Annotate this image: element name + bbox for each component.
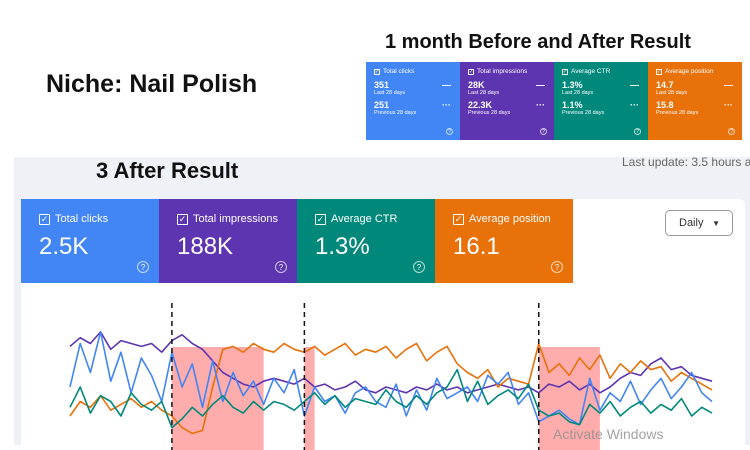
label-text: Total clicks xyxy=(383,68,415,75)
comparison-card-impressions[interactable]: ✓ Total impressions 28K Last 28 days 22.3… xyxy=(460,62,554,140)
help-icon[interactable]: ? xyxy=(413,261,425,273)
checkbox-checked-icon[interactable]: ✓ xyxy=(468,68,474,75)
current-caption: Last 28 days xyxy=(468,90,500,96)
series-line-average-position xyxy=(69,342,713,435)
current-caption: Last 28 days xyxy=(656,90,688,96)
previous-caption: Previous 28 days xyxy=(562,110,605,116)
current-caption: Last 28 days xyxy=(374,90,406,96)
metric-card-position[interactable]: ✓ Average position 16.1 ? xyxy=(435,199,573,283)
help-icon[interactable]: ? xyxy=(540,128,547,135)
label-text: Total impressions xyxy=(477,68,528,75)
highlight-range xyxy=(171,347,264,450)
dashed-line-legend-icon: ··· xyxy=(724,100,733,110)
label-text: Average CTR xyxy=(571,68,611,75)
previous-value: 251 xyxy=(374,100,390,110)
metric-cards: ✓ Total clicks 2.5K ? ✓ Total impressions … xyxy=(21,199,573,283)
dashed-line-legend-icon: ··· xyxy=(442,100,451,110)
dashed-line-legend-icon: ··· xyxy=(536,100,545,110)
performance-chart xyxy=(69,303,713,450)
metric-card-clicks[interactable]: ✓ Total clicks 2.5K ? xyxy=(21,199,159,283)
granularity-value: Daily xyxy=(679,217,704,229)
checkbox-checked-icon[interactable]: ✓ xyxy=(39,213,50,225)
label-text: Total impressions xyxy=(193,213,278,225)
checkbox-checked-icon[interactable]: ✓ xyxy=(453,213,464,225)
solid-line-legend-icon: — xyxy=(630,80,639,90)
help-icon[interactable]: ? xyxy=(728,128,735,135)
niche-heading: Niche: Nail Polish xyxy=(46,70,258,98)
checkbox-checked-icon[interactable]: ✓ xyxy=(562,68,568,75)
comparison-card-clicks[interactable]: ✓ Total clicks 351 Last 28 days 251 Previ… xyxy=(366,62,460,140)
card-label: ✓ Average position xyxy=(656,68,734,75)
checkbox-checked-icon[interactable]: ✓ xyxy=(656,68,662,75)
previous-caption: Previous 28 days xyxy=(656,110,699,116)
current-value: 28K xyxy=(468,80,485,90)
activate-windows-watermark: Activate Windows xyxy=(553,426,664,442)
previous-caption: Previous 28 days xyxy=(468,110,511,116)
card-label: ✓ Total clicks xyxy=(374,68,452,75)
metric-value: 16.1 xyxy=(453,233,500,260)
solid-line-legend-icon: — xyxy=(724,80,733,90)
label-text: Average CTR xyxy=(331,213,398,225)
comparison-card-position[interactable]: ✓ Average position 14.7 Last 28 days 15.8… xyxy=(648,62,742,140)
help-icon[interactable]: ? xyxy=(446,128,453,135)
series-line-average-ctr xyxy=(69,368,713,429)
card-label: ✓ Total clicks xyxy=(39,213,141,225)
current-value: 1.3% xyxy=(562,80,583,90)
help-icon[interactable]: ? xyxy=(137,261,149,273)
card-label: ✓ Average position xyxy=(453,213,555,225)
highlight-range xyxy=(538,347,600,450)
help-icon[interactable]: ? xyxy=(275,261,287,273)
granularity-dropdown[interactable]: Daily ▼ xyxy=(665,210,733,236)
series-line-total-impressions xyxy=(69,331,713,394)
dropdown-arrow-icon: ▼ xyxy=(712,219,720,228)
current-value: 14.7 xyxy=(656,80,674,90)
metric-value: 2.5K xyxy=(39,233,89,260)
comparison-card-ctr[interactable]: ✓ Average CTR 1.3% Last 28 days 1.1% Prev… xyxy=(554,62,648,140)
highlight-range xyxy=(304,347,315,450)
card-label: ✓ Average CTR xyxy=(562,68,640,75)
after-result-title: 3 After Result xyxy=(96,158,239,183)
metric-card-ctr[interactable]: ✓ Average CTR 1.3% ? xyxy=(297,199,435,283)
previous-caption: Previous 28 days xyxy=(374,110,417,116)
help-icon[interactable]: ? xyxy=(634,128,641,135)
label-text: Average position xyxy=(665,68,714,75)
comparison-cards: ✓ Total clicks 351 Last 28 days 251 Previ… xyxy=(366,62,742,140)
label-text: Total clicks xyxy=(55,213,109,225)
card-label: ✓ Total impressions xyxy=(468,68,546,75)
comparison-title: 1 month Before and After Result xyxy=(385,31,691,53)
help-icon[interactable]: ? xyxy=(551,261,563,273)
card-label: ✓ Total impressions xyxy=(177,213,279,225)
solid-line-legend-icon: — xyxy=(536,80,545,90)
card-label: ✓ Average CTR xyxy=(315,213,417,225)
previous-value: 1.1% xyxy=(562,100,583,110)
metric-card-impressions[interactable]: ✓ Total impressions 188K ? xyxy=(159,199,297,283)
checkbox-checked-icon[interactable]: ✓ xyxy=(177,213,188,225)
current-caption: Last 28 days xyxy=(562,90,594,96)
previous-value: 22.3K xyxy=(468,100,493,110)
last-update-text: Last update: 3.5 hours ag xyxy=(622,155,750,169)
solid-line-legend-icon: — xyxy=(442,80,451,90)
dashed-line-legend-icon: ··· xyxy=(630,100,639,110)
checkbox-checked-icon[interactable]: ✓ xyxy=(374,68,380,75)
checkbox-checked-icon[interactable]: ✓ xyxy=(315,213,326,225)
metric-value: 188K xyxy=(177,233,234,260)
previous-value: 15.8 xyxy=(656,100,674,110)
label-text: Average position xyxy=(469,213,551,225)
current-value: 351 xyxy=(374,80,390,90)
metric-value: 1.3% xyxy=(315,233,370,260)
